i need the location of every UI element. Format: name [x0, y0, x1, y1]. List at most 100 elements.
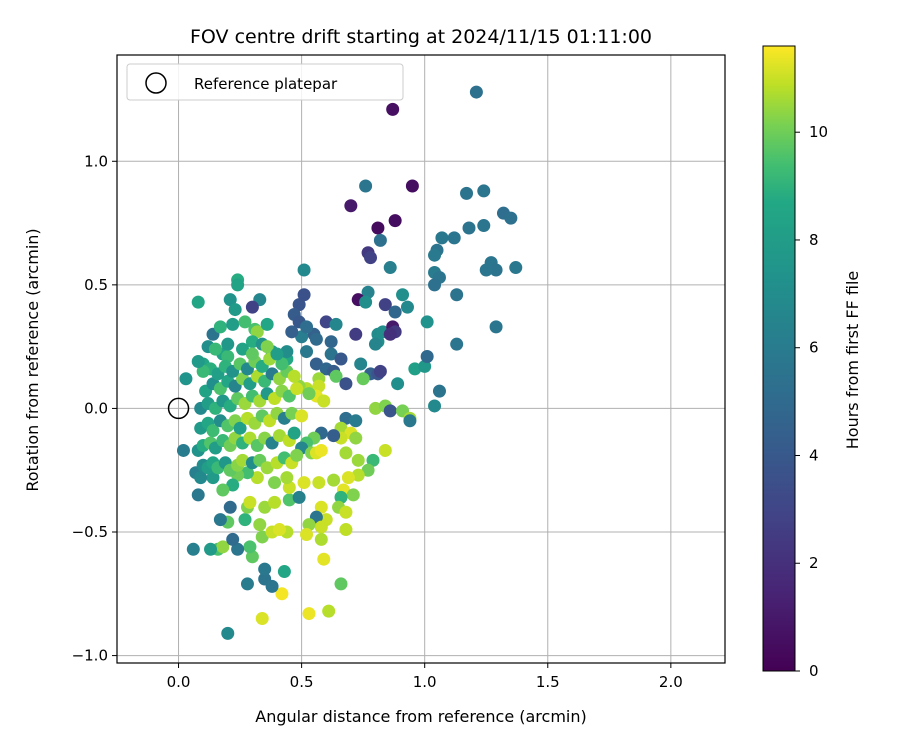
data-point — [361, 463, 375, 477]
x-tick-label: 1.5 — [536, 673, 560, 691]
data-point — [272, 429, 286, 443]
reference-marker — [167, 397, 190, 420]
x-axis-ticks: 0.0 0.5 1.0 1.5 2.0 — [167, 663, 683, 691]
data-point — [260, 340, 274, 354]
data-point — [312, 379, 326, 393]
data-point — [297, 263, 311, 277]
data-point — [268, 476, 282, 490]
y-tick-label: 0.0 — [84, 399, 108, 417]
data-point — [344, 199, 358, 213]
data-point — [191, 488, 205, 502]
data-point — [300, 320, 314, 334]
data-point — [292, 490, 306, 504]
data-point — [339, 411, 353, 425]
data-point — [194, 471, 208, 485]
data-point — [373, 364, 387, 378]
data-point — [228, 303, 242, 317]
data-point — [287, 426, 301, 440]
data-point — [285, 325, 299, 339]
data-point — [386, 102, 400, 116]
data-points — [176, 85, 523, 640]
data-point — [275, 357, 289, 371]
data-point — [391, 377, 405, 391]
y-tick-label: 0.5 — [84, 276, 108, 294]
data-point — [383, 261, 397, 275]
data-point — [253, 518, 267, 532]
data-point — [204, 542, 218, 556]
data-point — [245, 550, 259, 564]
data-point — [280, 471, 294, 485]
data-point — [339, 377, 353, 391]
colorbar-label: Hours from first FF file — [843, 271, 862, 450]
colorbar-tick-label: 8 — [809, 231, 819, 249]
data-point — [420, 350, 434, 364]
data-point — [373, 233, 387, 247]
data-point — [339, 523, 353, 537]
data-point — [405, 179, 419, 193]
data-point — [302, 607, 316, 621]
data-point — [450, 337, 464, 351]
data-point — [420, 315, 434, 329]
data-point — [191, 295, 205, 309]
data-point — [243, 540, 257, 554]
data-point — [428, 278, 442, 292]
colorbar — [762, 45, 796, 672]
data-point — [327, 473, 341, 487]
data-point — [236, 453, 250, 467]
data-point — [216, 540, 230, 554]
colorbar-ticks: 0 2 4 6 8 10 — [795, 123, 828, 680]
data-point — [366, 453, 380, 467]
data-point — [206, 424, 220, 438]
data-point — [388, 214, 402, 228]
data-point — [226, 532, 240, 546]
data-point — [349, 414, 363, 428]
data-point — [314, 443, 328, 457]
x-tick-label: 0.0 — [167, 673, 191, 691]
data-point — [432, 384, 446, 398]
data-point — [233, 421, 247, 435]
data-point — [272, 523, 286, 537]
data-point — [312, 476, 326, 490]
data-point — [295, 330, 309, 344]
data-point — [206, 471, 220, 485]
data-point — [231, 542, 245, 556]
data-point — [450, 288, 464, 302]
x-tick-label: 1.0 — [413, 673, 437, 691]
data-point — [208, 342, 222, 356]
data-point — [285, 406, 299, 420]
data-point — [255, 530, 269, 544]
data-point — [236, 342, 250, 356]
data-point — [408, 362, 422, 376]
data-point — [418, 359, 432, 373]
data-point — [292, 298, 306, 312]
data-point — [460, 186, 474, 200]
data-point — [179, 372, 193, 386]
x-tick-label: 2.0 — [659, 673, 683, 691]
data-point — [339, 505, 353, 519]
data-point — [290, 382, 304, 396]
data-point — [346, 488, 360, 502]
data-point — [221, 337, 235, 351]
legend-marker — [145, 72, 167, 94]
chart-title: FOV centre drift starting at 2024/11/15 … — [190, 26, 652, 48]
data-point — [275, 587, 289, 601]
data-point — [302, 518, 316, 532]
data-point — [400, 300, 414, 314]
data-point — [243, 495, 257, 509]
data-point — [213, 320, 227, 334]
data-point — [226, 317, 240, 331]
data-point — [361, 285, 375, 299]
data-point — [223, 293, 237, 307]
data-point — [364, 251, 378, 265]
plot-frame — [116, 54, 726, 664]
data-point — [319, 315, 333, 329]
data-point — [250, 471, 264, 485]
data-point — [245, 335, 259, 349]
data-point — [295, 409, 309, 423]
y-tick-label: −0.5 — [72, 523, 108, 541]
data-point — [477, 184, 491, 198]
data-point — [297, 288, 311, 302]
grid — [117, 55, 725, 663]
data-point — [245, 300, 259, 314]
